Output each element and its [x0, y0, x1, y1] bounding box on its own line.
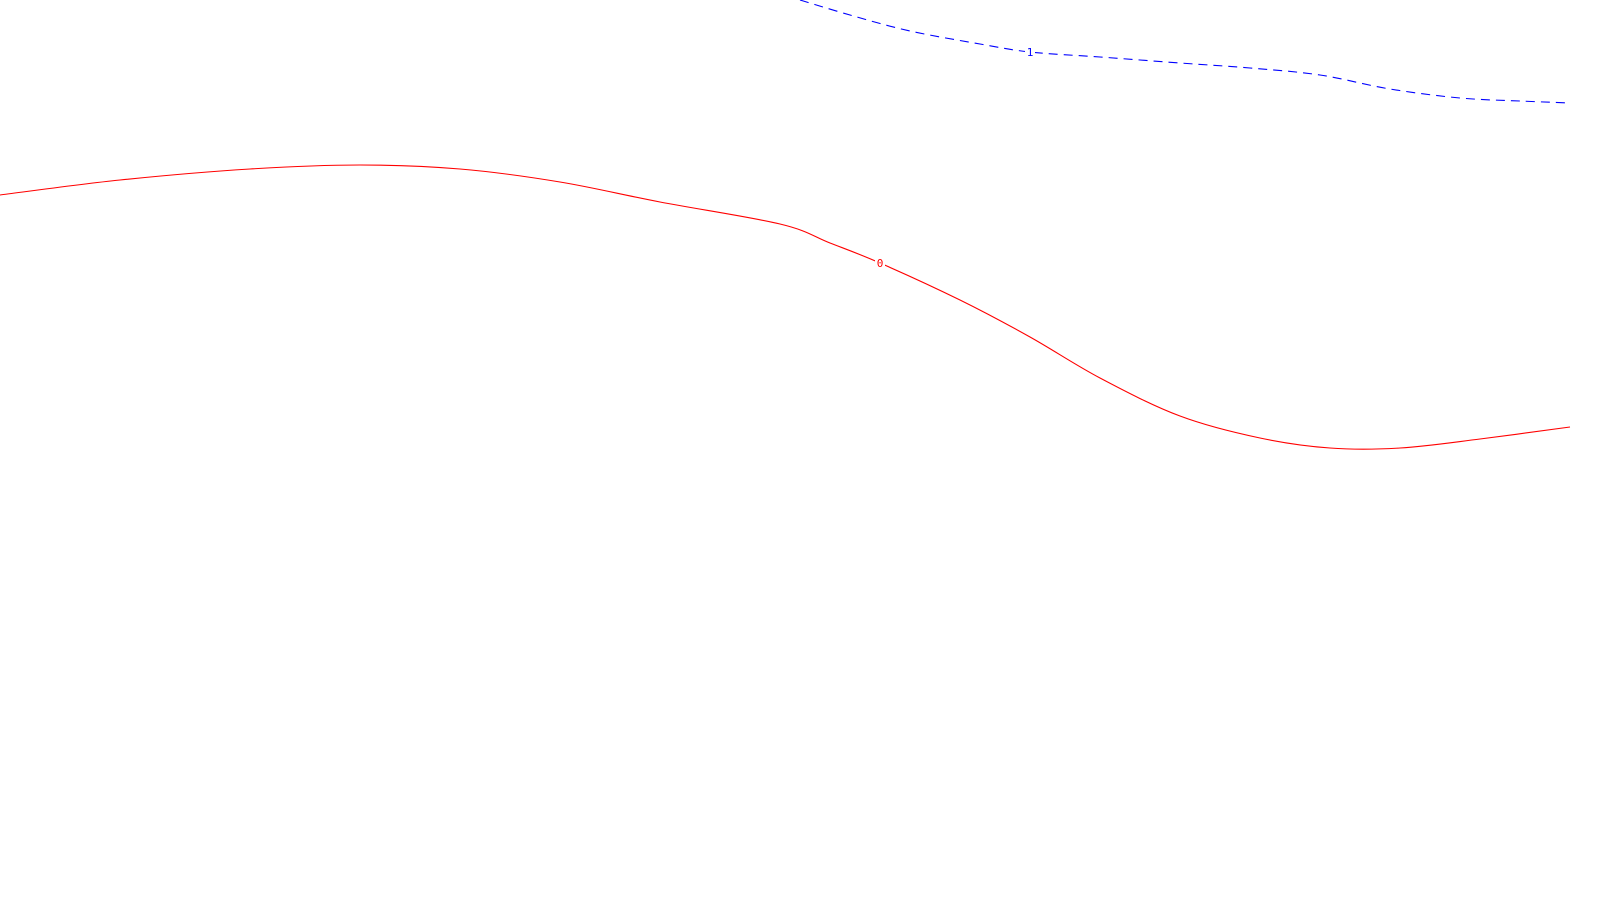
contour-0-line [0, 164, 1571, 450]
contour-0-group: 0 [0, 164, 1571, 450]
contour-1-label-background [1025, 45, 1035, 58]
contour-1-line [799, 0, 1571, 104]
series-layer: 01 [0, 0, 1571, 450]
contour-0-label: 0 [877, 257, 884, 270]
contour-1-group: 1 [799, 0, 1571, 104]
contour-0-label-background [875, 256, 885, 269]
contour-1-label: 1 [1027, 46, 1034, 59]
